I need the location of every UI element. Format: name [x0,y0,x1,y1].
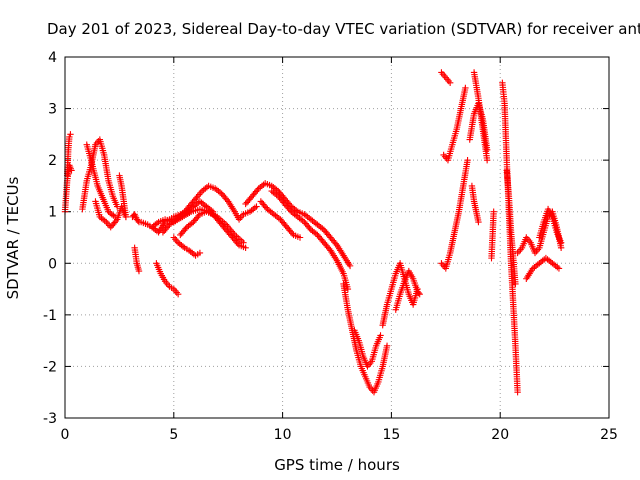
data-point [67,131,74,138]
y-tick-label: -3 [43,411,57,427]
y-tick-label: 2 [48,153,57,169]
data-point [253,203,260,210]
data-point [483,146,491,154]
data-point [122,213,130,221]
data-point [557,239,565,246]
data-point [306,225,313,232]
data-point [234,240,241,247]
data-point [332,240,339,247]
data-point [514,389,521,396]
data-point [383,342,391,349]
y-axis-label: SDTVAR / TECUs [4,176,22,299]
data-point [346,262,354,270]
x-tick-label: 0 [61,427,70,443]
data-points [61,69,565,396]
y-tick-label: 1 [48,205,57,221]
data-point [174,291,182,298]
data-point [377,332,384,339]
data-point [112,217,120,225]
data-point [223,196,231,204]
x-tick-label: 15 [382,427,400,443]
data-point [262,204,270,211]
data-point [193,194,200,201]
data-point [415,289,422,297]
data-point [462,84,469,92]
data-point [475,218,482,226]
data-point [164,222,172,230]
data-point [483,156,491,164]
data-point [286,206,294,214]
plot-frame [64,56,610,419]
data-point [242,244,249,252]
data-point [135,267,143,275]
x-tick-label: 10 [274,427,292,443]
y-tick-label: 0 [48,256,57,272]
data-point [512,280,519,288]
data-point [296,234,304,241]
y-tick-label: 3 [48,102,57,118]
data-point [344,285,352,293]
data-point [288,230,296,237]
y-tick-label: 4 [48,50,57,66]
data-point [416,291,423,298]
data-point [195,212,202,220]
data-point [196,249,204,257]
data-point [182,225,189,232]
y-tick-label: -2 [43,359,57,375]
y-tick-label: -1 [43,308,57,324]
x-tick-label: 20 [491,427,509,443]
data-point [555,265,563,272]
data-point [254,186,261,194]
x-tick-label: 5 [169,427,178,443]
data-point [68,167,75,174]
data-point [134,217,142,224]
chart-title: Day 201 of 2023, Sidereal Day-to-day VTE… [47,20,640,38]
data-point [446,79,454,86]
data-point [240,239,247,246]
data-point [464,156,471,164]
x-axis-label: GPS time / hours [274,456,400,474]
data-point [325,245,333,253]
data-point [490,208,497,215]
x-tick-label: 25 [600,427,618,443]
